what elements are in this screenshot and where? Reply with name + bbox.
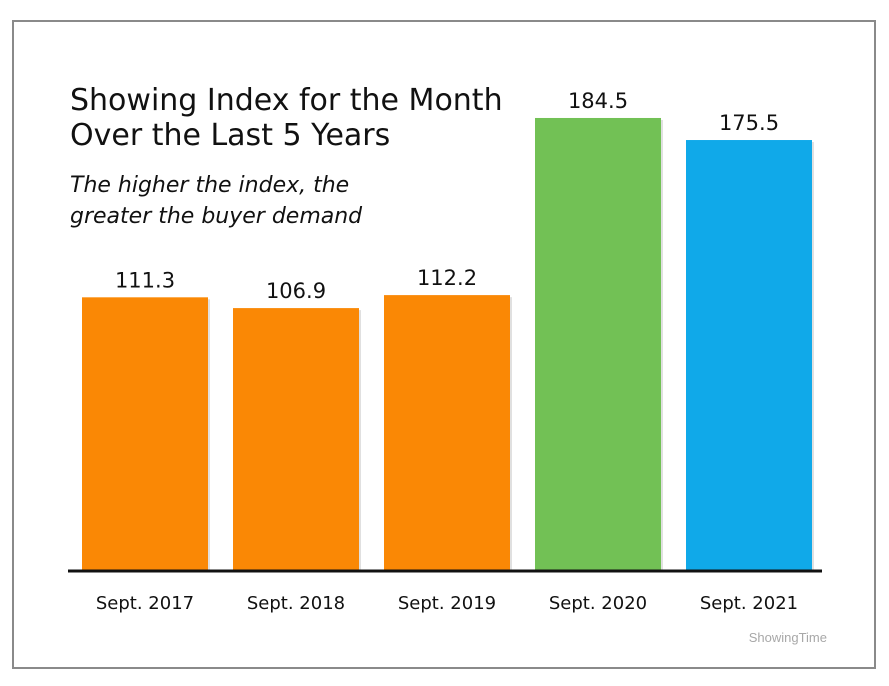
- bar-3: [384, 295, 510, 570]
- source-label: ShowingTime: [749, 630, 827, 645]
- x-tick-label-2: Sept. 2018: [247, 593, 345, 614]
- chart-title-line-1: Showing Index for the Month: [70, 83, 503, 118]
- value-label-4: 184.5: [568, 89, 628, 113]
- chart-subtitle-line-1: The higher the index, the: [70, 173, 349, 198]
- bar-5: [686, 140, 812, 570]
- value-label-5: 175.5: [719, 111, 779, 135]
- bars-group: 111.3 Sept. 2017 106.9 Sept. 2018 112.2 Sept.…: [82, 89, 814, 614]
- bar-4: [535, 117, 661, 570]
- x-tick-label-1: Sept. 2017: [96, 593, 194, 614]
- x-tick-label-3: Sept. 2019: [398, 593, 496, 614]
- value-label-2: 106.9: [266, 279, 326, 303]
- chart-subtitle-line-2: greater the buyer demand: [70, 204, 363, 229]
- x-tick-label-5: Sept. 2021: [700, 593, 798, 614]
- value-label-3: 112.2: [417, 266, 477, 290]
- value-label-1: 111.3: [115, 268, 175, 292]
- x-tick-label-4: Sept. 2020: [549, 593, 647, 614]
- bar-2: [233, 308, 359, 570]
- chart-title-line-2: Over the Last 5 Years: [70, 118, 390, 153]
- bar-1: [82, 297, 208, 570]
